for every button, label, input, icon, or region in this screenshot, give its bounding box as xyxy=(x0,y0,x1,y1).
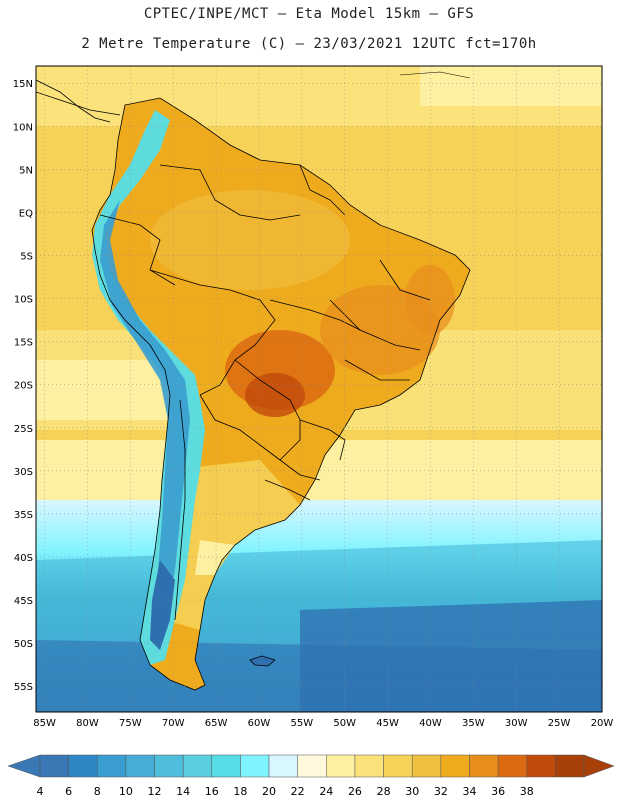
colorbar-swatch xyxy=(469,754,499,778)
latitude-label: 20S xyxy=(14,381,33,392)
longitude-label: 30W xyxy=(505,718,528,729)
colorbar-label: 16 xyxy=(205,785,219,798)
colorbar-swatch xyxy=(326,754,356,778)
colorbar-swatch xyxy=(68,754,98,778)
longitude-label: 70W xyxy=(162,718,185,729)
latitude-label: EQ xyxy=(19,208,33,219)
latitude-label: 40S xyxy=(14,553,33,564)
latitude-label: 35S xyxy=(14,510,33,521)
colorbar-label: 38 xyxy=(520,785,534,798)
map-title-line-2: 2 Metre Temperature (C) – 23/03/2021 12U… xyxy=(81,36,537,52)
latitude-label: 10S xyxy=(14,295,33,306)
longitude-label: 55W xyxy=(291,718,314,729)
colorbar-label: 8 xyxy=(94,785,101,798)
longitude-label: 65W xyxy=(205,718,228,729)
map-frame xyxy=(35,65,603,713)
colorbar-label: 12 xyxy=(148,785,162,798)
colorbar xyxy=(7,754,615,778)
latitude-label: 15N xyxy=(13,79,33,90)
colorbar-label: 32 xyxy=(434,785,448,798)
colorbar-label: 10 xyxy=(119,785,133,798)
colorbar-swatch xyxy=(240,754,270,778)
longitude-label: 40W xyxy=(419,718,442,729)
colorbar-min-arrow xyxy=(7,754,41,778)
colorbar-swatch xyxy=(354,754,384,778)
longitude-label: 25W xyxy=(548,718,571,729)
colorbar-swatch xyxy=(268,754,298,778)
colorbar-swatch xyxy=(526,754,556,778)
longitude-label: 75W xyxy=(119,718,142,729)
colorbar-swatch xyxy=(154,754,184,778)
colorbar-swatch xyxy=(97,754,127,778)
colorbar-label: 18 xyxy=(233,785,247,798)
map-title-line-1: CPTEC/INPE/MCT – Eta Model 15km – GFS xyxy=(143,6,475,22)
longitude-labels: 85W 80W 75W 70W 65W 60W 55W 50W 45W 40W 35W 30W 25W 2… xyxy=(33,718,613,729)
latitude-label: 5N xyxy=(19,165,33,176)
longitude-label: 35W xyxy=(462,718,485,729)
longitude-label: 80W xyxy=(76,718,99,729)
colorbar-swatch xyxy=(383,754,413,778)
longitude-label: 20W xyxy=(591,718,614,729)
colorbar-label: 28 xyxy=(377,785,391,798)
colorbar-label: 20 xyxy=(262,785,276,798)
colorbar-swatch xyxy=(39,754,69,778)
colorbar-swatch xyxy=(182,754,213,778)
longitude-label: 50W xyxy=(333,718,356,729)
longitude-label: 45W xyxy=(376,718,399,729)
colorbar-swatch xyxy=(297,754,327,778)
colorbar-label: 22 xyxy=(291,785,305,798)
colorbar-label: 36 xyxy=(491,785,505,798)
colorbar-label: 26 xyxy=(348,785,362,798)
colorbar-label: 6 xyxy=(65,785,72,798)
longitude-label: 85W xyxy=(33,718,56,729)
colorbar-label: 24 xyxy=(319,785,333,798)
latitude-label: 45S xyxy=(14,596,33,607)
colorbar-labels: 4 6 8 10 12 14 16 18 20 22 24 26 28 30 32 34 36 38 xyxy=(37,785,534,798)
latitude-labels: 15N 10N 5N EQ 5S 10S 15S 20S 25S 30S 35S 40S 45S 50S 5… xyxy=(13,79,33,693)
latitude-label: 25S xyxy=(14,424,33,435)
colorbar-swatch xyxy=(440,754,470,778)
latitude-label: 15S xyxy=(14,338,33,349)
latitude-label: 30S xyxy=(14,467,33,478)
latitude-label: 50S xyxy=(14,639,33,650)
colorbar-label: 14 xyxy=(176,785,190,798)
latitude-label: 5S xyxy=(20,251,33,262)
longitude-label: 60W xyxy=(248,718,271,729)
falklands xyxy=(249,655,276,667)
colorbar-label: 30 xyxy=(405,785,419,798)
latitude-label: 55S xyxy=(14,682,33,693)
colorbar-label: 34 xyxy=(462,785,476,798)
colorbar-max-arrow xyxy=(583,754,615,778)
colorbar-swatch xyxy=(125,754,155,778)
colorbar-label: 4 xyxy=(37,785,44,798)
colorbar-swatch xyxy=(411,754,442,778)
colorbar-swatch xyxy=(555,754,585,778)
country-borders xyxy=(36,91,471,691)
colorbar-swatch xyxy=(497,754,527,778)
latitude-label: 10N xyxy=(13,122,33,133)
colorbar-swatch xyxy=(211,754,241,778)
